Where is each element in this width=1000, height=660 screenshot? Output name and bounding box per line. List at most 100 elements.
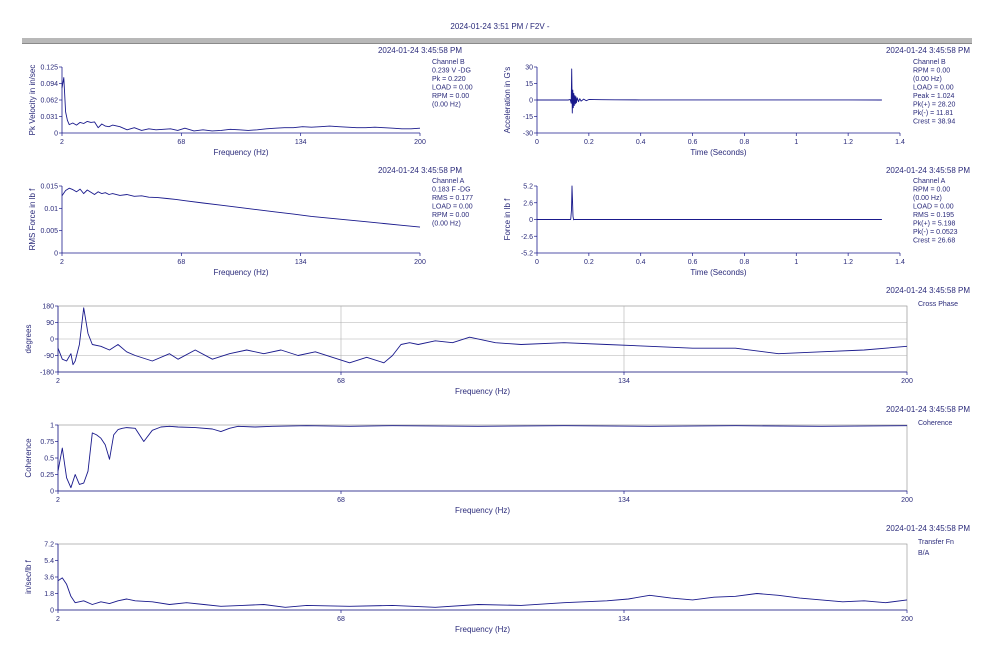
transfer_fn-y-tick-label: 3.6 bbox=[44, 575, 54, 582]
force-x-tick-label: 0 bbox=[535, 259, 539, 266]
acceleration-series-line bbox=[537, 68, 882, 114]
rms_force-x-tick-label: 200 bbox=[414, 259, 426, 266]
force-x-tick-label: 0.4 bbox=[636, 259, 646, 266]
pk_velocity-y-tick-label: 0.062 bbox=[40, 98, 58, 105]
acceleration-y-tick-label: 15 bbox=[525, 81, 533, 88]
transfer_fn-title: Transfer Fn bbox=[918, 539, 954, 546]
pk_velocity-y-tick-label: 0.094 bbox=[40, 81, 58, 88]
acceleration-x-tick-label: 0.6 bbox=[688, 139, 698, 146]
acceleration-timestamp: 2024-01-24 3:45:58 PM bbox=[886, 46, 970, 55]
pk_velocity-chart: 0.125 0.094 0.062 0.031 02 68 134 200 Frequency … bbox=[28, 46, 473, 157]
acceleration-x-tick-label: 0.4 bbox=[636, 139, 646, 146]
transfer_fn-x-tick-label: 68 bbox=[337, 616, 345, 623]
coherence-x-tick-label: 200 bbox=[901, 497, 913, 504]
force-x-tick-label: 0.2 bbox=[584, 259, 594, 266]
coherence-y-tick-label: 0.75 bbox=[40, 439, 54, 446]
force-x-tick-label: 1.2 bbox=[843, 259, 853, 266]
force-info-line: Channel A bbox=[913, 178, 946, 185]
pk_velocity-x-tick-label: 2 bbox=[60, 139, 64, 146]
pk_velocity-info-line: 0.239 V -DG bbox=[432, 68, 471, 75]
acceleration-xlabel: Time (Seconds) bbox=[690, 148, 747, 157]
rms_force-y-tick-label: 0 bbox=[54, 251, 58, 258]
rms_force-info-line: 0.183 F -DG bbox=[432, 187, 471, 194]
force-info-line: LOAD = 0.00 bbox=[913, 204, 954, 211]
force-info-line: (0.00 Hz) bbox=[913, 195, 942, 202]
transfer_fn-x-tick-label: 134 bbox=[618, 616, 630, 623]
cross_phase-y-tick-label: -180 bbox=[40, 370, 54, 377]
acceleration-y-tick-label: 0 bbox=[529, 98, 533, 105]
pk_velocity-series-line bbox=[61, 77, 421, 132]
coherence-frame bbox=[57, 424, 908, 492]
coherence-xlabel: Frequency (Hz) bbox=[455, 506, 510, 515]
cross_phase-x-tick-label: 200 bbox=[901, 378, 913, 385]
acceleration-y-tick-label: -30 bbox=[523, 131, 533, 138]
transfer_fn-y-tick-label: 5.4 bbox=[44, 558, 54, 565]
acceleration-x-tick-label: 1.4 bbox=[895, 139, 905, 146]
force-ylabel: Force in lb f bbox=[503, 198, 512, 241]
pk_velocity-info-line: (0.00 Hz) bbox=[432, 102, 461, 109]
force-info-line: Crest = 26.68 bbox=[913, 238, 955, 245]
title-bar bbox=[22, 38, 972, 44]
acceleration-ylabel: Acceleration in G's bbox=[503, 67, 512, 133]
acceleration-x-tick-label: 1.2 bbox=[843, 139, 853, 146]
coherence-y-tick-label: 1 bbox=[50, 423, 54, 430]
acceleration-info-line: Pk(-) = 11.81 bbox=[913, 110, 953, 117]
pk_velocity-ylabel: Pk Velocity in in/sec bbox=[28, 65, 37, 136]
force-y-tick-label: -2.6 bbox=[521, 234, 533, 241]
coherence-x-tick-label: 134 bbox=[618, 497, 630, 504]
cross_phase-y-tick-label: 180 bbox=[42, 304, 54, 311]
acceleration-info-line: LOAD = 0.00 bbox=[913, 85, 954, 92]
coherence-timestamp: 2024-01-24 3:45:58 PM bbox=[886, 405, 970, 414]
transfer_fn-frame bbox=[57, 543, 908, 611]
coherence-y-tick-label: 0.5 bbox=[44, 456, 54, 463]
page-title: 2024-01-24 3:51 PM / F2V - bbox=[450, 22, 550, 31]
coherence-ylabel: Coherence bbox=[24, 438, 33, 478]
coherence-x-tick-label: 2 bbox=[56, 497, 60, 504]
force-timestamp: 2024-01-24 3:45:58 PM bbox=[886, 166, 970, 175]
force-y-tick-label: 5.2 bbox=[523, 184, 533, 191]
cross_phase-y-tick-label: 0 bbox=[50, 337, 54, 344]
acceleration-x-tick-label: 1 bbox=[794, 139, 798, 146]
force-info-line: RMS = 0.195 bbox=[913, 212, 954, 219]
coherence-chart: 1 0.75 0.5 0.25 02 68 134 200 Frequency (Hz) Cohe… bbox=[24, 405, 970, 515]
rms_force-y-tick-label: 0.01 bbox=[44, 206, 58, 213]
acceleration-y-tick-label: -15 bbox=[523, 114, 533, 121]
rms_force-series-line bbox=[61, 187, 421, 228]
transfer_fn-y-tick-label: 1.8 bbox=[44, 591, 54, 598]
rms_force-info-line: RMS = 0.177 bbox=[432, 195, 473, 202]
pk_velocity-xlabel: Frequency (Hz) bbox=[213, 148, 268, 157]
acceleration-x-tick-label: 0 bbox=[535, 139, 539, 146]
pk_velocity-y-tick-label: 0 bbox=[54, 131, 58, 138]
rms_force-info-line: Channel A bbox=[432, 178, 465, 185]
rms_force-ylabel: RMS Force in lb f bbox=[28, 188, 37, 251]
acceleration-info-line: (0.00 Hz) bbox=[913, 76, 942, 83]
transfer_fn-timestamp: 2024-01-24 3:45:58 PM bbox=[886, 524, 970, 533]
rms_force-xlabel: Frequency (Hz) bbox=[213, 268, 268, 277]
cross_phase-x-tick-label: 68 bbox=[337, 378, 345, 385]
pk_velocity-x-tick-label: 68 bbox=[177, 139, 185, 146]
cross_phase-y-tick-label: -90 bbox=[44, 353, 54, 360]
pk_velocity-info-line: LOAD = 0.00 bbox=[432, 85, 473, 92]
force-y-tick-label: -5.2 bbox=[521, 251, 533, 258]
acceleration-x-tick-label: 0.8 bbox=[740, 139, 750, 146]
pk_velocity-info-line: Pk = 0.220 bbox=[432, 76, 466, 83]
transfer_fn-x-tick-label: 2 bbox=[56, 616, 60, 623]
cross_phase-y-tick-label: 90 bbox=[46, 320, 54, 327]
cross_phase-series-line bbox=[57, 307, 908, 366]
pk_velocity-timestamp: 2024-01-24 3:45:58 PM bbox=[378, 46, 462, 55]
rms_force-info-line: RPM = 0.00 bbox=[432, 212, 469, 219]
acceleration-info-line: Peak = 1.024 bbox=[913, 93, 955, 100]
pk_velocity-x-tick-label: 134 bbox=[295, 139, 307, 146]
rms_force-info-line: LOAD = 0.00 bbox=[432, 204, 473, 211]
transfer_fn-series-line bbox=[57, 577, 908, 608]
cross_phase-ylabel: degrees bbox=[24, 325, 33, 354]
cross_phase-timestamp: 2024-01-24 3:45:58 PM bbox=[886, 286, 970, 295]
force-x-tick-label: 1 bbox=[794, 259, 798, 266]
rms_force-timestamp: 2024-01-24 3:45:58 PM bbox=[378, 166, 462, 175]
rms_force-y-tick-label: 0.015 bbox=[40, 184, 58, 191]
transfer_fn-chart: 7.2 5.4 3.6 1.8 02 68 134 200 Frequency (Hz) in/s… bbox=[24, 524, 970, 634]
rms_force-info-line: (0.00 Hz) bbox=[432, 221, 461, 228]
